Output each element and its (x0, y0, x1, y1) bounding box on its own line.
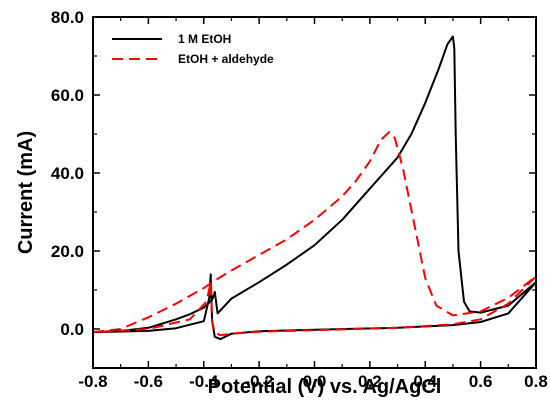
legend-label-1: 1 M EtOH (178, 32, 231, 46)
y-tick-label: 40.0 (51, 164, 84, 183)
series-line-2 (92, 131, 537, 337)
x-tick-label: -0.4 (189, 372, 219, 391)
x-tick-label: -0.2 (244, 372, 273, 391)
y-tick-label: 80.0 (51, 8, 84, 27)
x-tick-label: -0.6 (134, 372, 163, 391)
x-axis-title: Potential (V) vs. Ag/AgCl (208, 376, 442, 398)
legend: 1 M EtOH EtOH + aldehyde (112, 32, 274, 66)
x-tick-label: 0.0 (303, 372, 327, 391)
legend-label-2: EtOH + aldehyde (178, 52, 274, 66)
y-axis-ticks: 0.0 20.0 40.0 60.0 80.0 (51, 8, 536, 369)
x-tick-label: 0.8 (524, 372, 548, 391)
x-axis-ticks: -0.8 -0.6 -0.4 -0.2 0.0 0.2 0.4 0.6 0.8 (78, 17, 548, 391)
y-tick-label: 0.0 (60, 320, 84, 339)
y-axis-title: Current (mA) (15, 131, 37, 254)
series-line-1 (92, 35, 537, 341)
x-tick-label: 0.4 (413, 372, 437, 391)
x-tick-label: 0.6 (469, 372, 493, 391)
plot-frame (92, 16, 537, 369)
series-layer (92, 35, 537, 341)
y-tick-label: 20.0 (51, 242, 84, 261)
y-tick-label: 60.0 (51, 86, 84, 105)
x-tick-label: 0.2 (358, 372, 382, 391)
x-tick-label: -0.8 (78, 372, 107, 391)
